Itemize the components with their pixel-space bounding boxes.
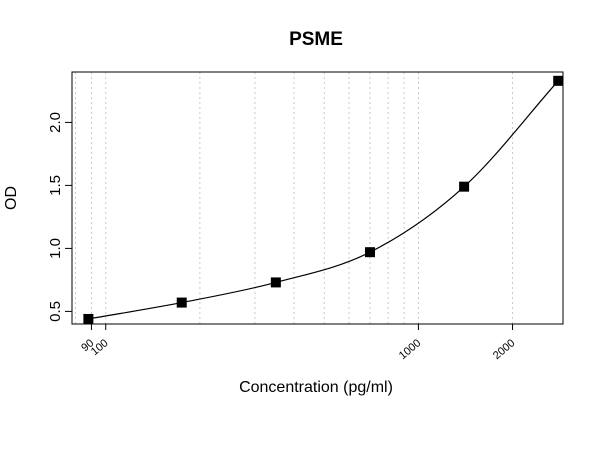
chart-title: PSME: [289, 29, 343, 50]
y-tick-label: 2.0: [47, 112, 64, 133]
grid-lines: [74, 72, 514, 324]
y-tick-label: 1.0: [47, 238, 64, 259]
x-axis-label: Concentration (pg/ml): [239, 379, 393, 396]
data-point: [176, 297, 187, 308]
data-point: [270, 277, 281, 288]
x-tick-label: 1000: [397, 337, 423, 362]
y-tick-label: 0.5: [47, 301, 64, 322]
data-point: [83, 313, 94, 324]
fit-curve-group: [88, 80, 559, 320]
x-tick-label: 100: [89, 337, 111, 358]
data-points: [83, 75, 564, 324]
y-axis-label: OD: [3, 186, 20, 210]
y-axis: 0.5 1.0 1.5 2.0: [47, 112, 72, 322]
plot-frame: [71, 71, 564, 325]
x-tick-label: 2000: [491, 337, 517, 362]
data-point: [364, 247, 375, 258]
data-point: [553, 75, 564, 86]
y-tick-label: 1.5: [47, 175, 64, 196]
fit-curve: [88, 80, 559, 320]
data-point: [459, 181, 470, 192]
